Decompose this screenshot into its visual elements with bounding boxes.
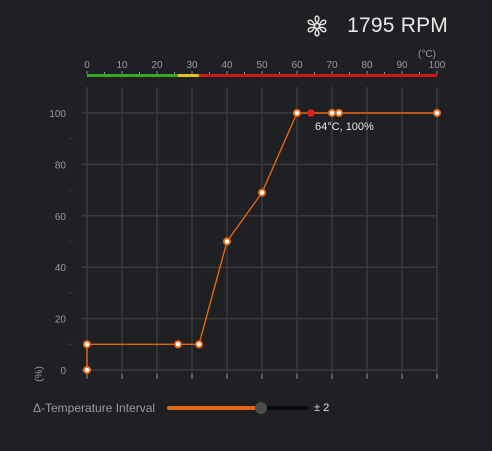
x-tick-label: 90: [396, 60, 408, 71]
x-tick-label: 60: [291, 60, 303, 71]
slider-fill: [167, 406, 262, 410]
temperature-scale-bar: [86, 71, 438, 77]
curve-point-handle[interactable]: [82, 340, 92, 349]
y-tick-label: 40: [55, 263, 67, 274]
scale-segment: [199, 74, 437, 77]
y-tick-label: 80: [55, 160, 67, 171]
x-tick-label: 30: [186, 60, 198, 71]
interval-label: Δ-Temperature Interval: [33, 401, 156, 415]
x-tick-label: 80: [361, 60, 373, 71]
x-tick-label: 70: [326, 60, 338, 71]
x-tick-label: 50: [256, 60, 268, 71]
scale-segment: [178, 74, 199, 77]
curve-point-handle[interactable]: [82, 365, 92, 375]
interval-slider[interactable]: [167, 398, 308, 418]
interval-value: ± 2: [314, 402, 330, 414]
fan-rpm-readout: 1795 RPM: [347, 14, 448, 37]
curve-point-handle[interactable]: [257, 188, 267, 197]
x-axis-unit: (°C): [418, 49, 436, 60]
current-point-group: 64°C, 100%: [307, 109, 374, 133]
y-tick-label: 20: [55, 315, 67, 326]
x-tick-label: 10: [116, 60, 128, 71]
x-tick-label: 20: [151, 60, 163, 71]
curve-point-handle[interactable]: [194, 340, 204, 349]
scale-segment: [87, 74, 178, 77]
y-tick-label: 60: [55, 212, 67, 223]
y-axis-tick-labels: 0 20 40 60 80 100: [49, 109, 66, 377]
curve-point-handle[interactable]: [334, 108, 344, 118]
curve-point-handle[interactable]: [327, 108, 337, 118]
y-tick-label: 0: [60, 366, 66, 377]
curve-point-handle[interactable]: [222, 237, 232, 246]
curve-point-handle[interactable]: [292, 108, 302, 118]
chart-grid: [69, 87, 438, 379]
x-tick-label: 40: [221, 60, 233, 71]
y-axis-unit: (%): [34, 366, 45, 382]
fan-speed-header: 1795 RPM: [305, 12, 448, 40]
x-tick-label: 100: [429, 60, 446, 71]
curve-point-handle[interactable]: [173, 340, 183, 349]
current-point-label: 64°C, 100%: [315, 121, 374, 133]
interval-control: Δ-Temperature Interval ± 2: [33, 398, 329, 418]
y-tick-label: 100: [49, 109, 66, 120]
fan-curve-series: [82, 108, 442, 375]
fan-icon: [305, 14, 329, 38]
x-axis-tick-labels: 0 10 20 30 40 50 60 70 80 90 100: [84, 60, 446, 71]
x-tick-label: 0: [84, 60, 90, 71]
slider-thumb[interactable]: [255, 402, 268, 414]
current-point-marker: [307, 109, 315, 117]
curve-point-handle[interactable]: [432, 108, 442, 118]
